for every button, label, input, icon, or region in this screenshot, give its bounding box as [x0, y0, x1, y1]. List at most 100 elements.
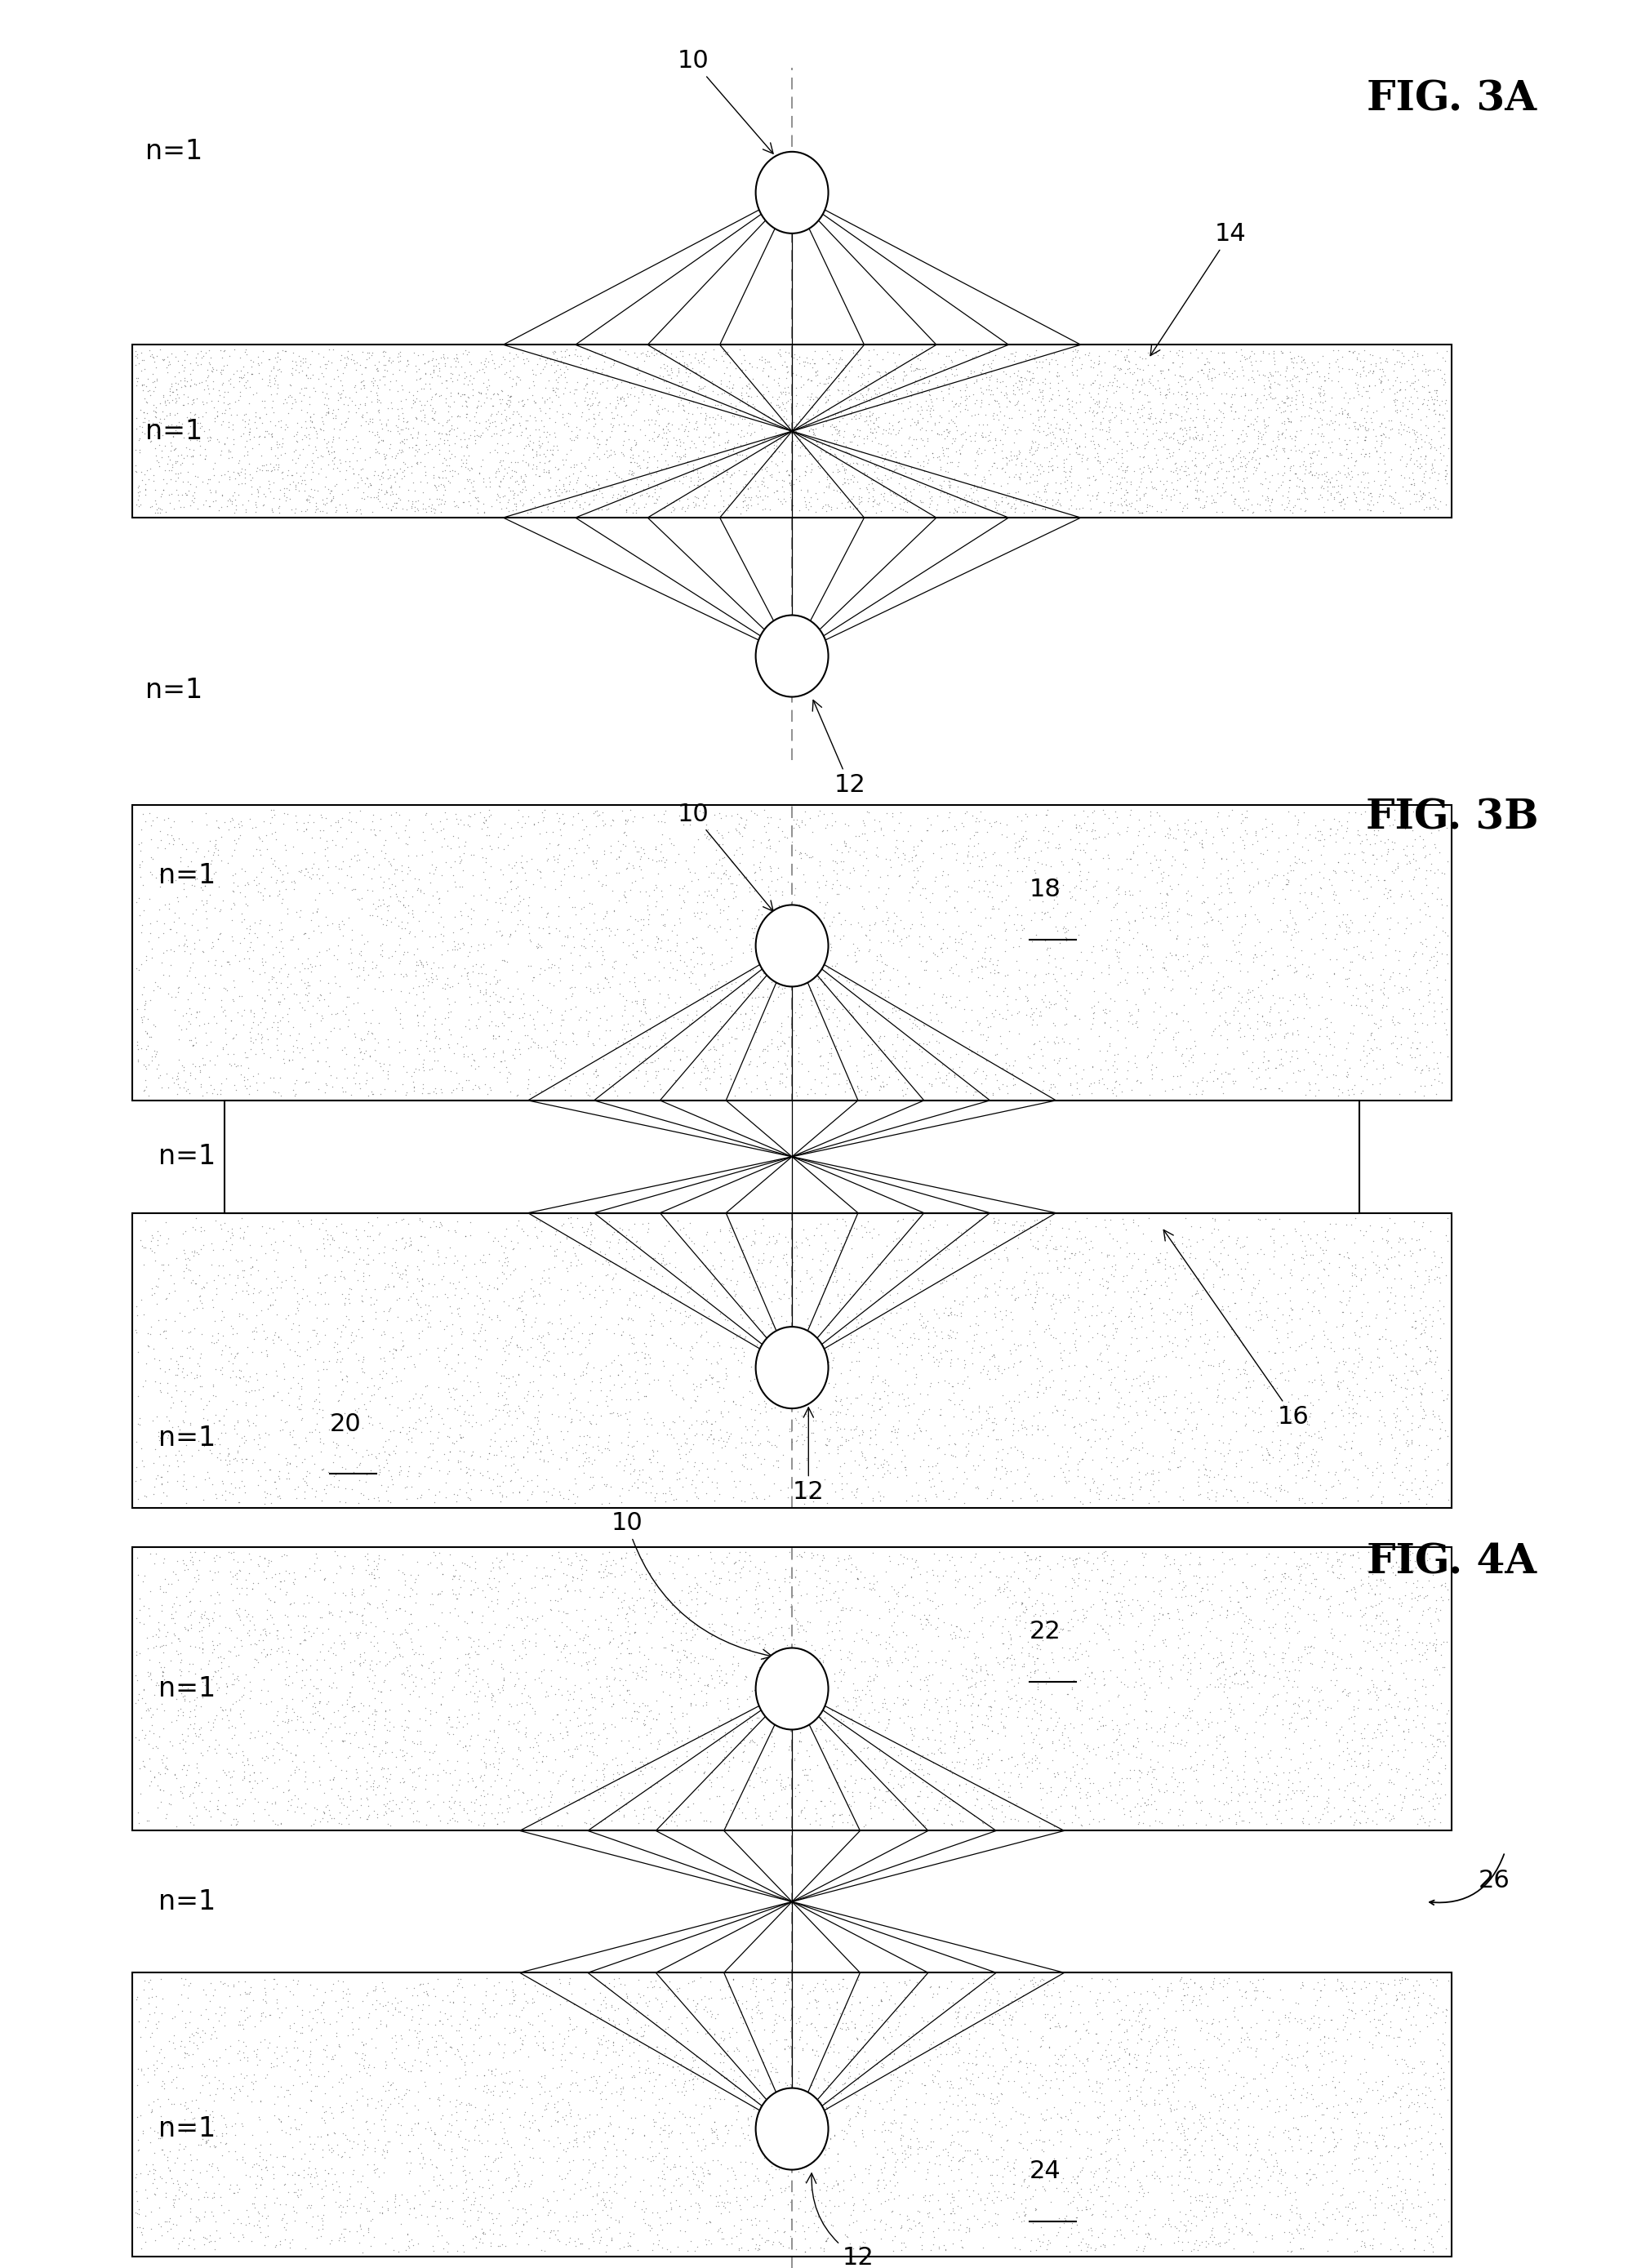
Point	[612, 2136, 639, 2173]
Point	[389, 1322, 416, 1359]
Point	[1249, 465, 1275, 501]
Point	[1274, 1315, 1300, 1352]
Point	[832, 1683, 858, 1719]
Point	[1119, 1458, 1145, 1495]
Point	[833, 1061, 860, 1098]
Point	[1284, 376, 1310, 413]
Point	[1013, 2114, 1040, 2150]
Point	[373, 1583, 399, 1619]
Point	[957, 379, 983, 415]
Point	[937, 1347, 964, 1383]
Point	[607, 488, 634, 524]
Point	[1384, 1753, 1411, 1789]
Point	[328, 406, 355, 442]
Point	[1366, 476, 1393, 513]
Point	[1228, 841, 1254, 878]
Point	[424, 1576, 450, 1613]
Point	[465, 374, 492, 411]
Point	[642, 959, 668, 996]
Point	[1114, 433, 1140, 469]
Point	[960, 1284, 987, 1320]
Point	[644, 882, 670, 919]
Point	[952, 2000, 978, 2037]
Point	[619, 445, 645, 481]
Point	[1135, 347, 1162, 383]
Point	[155, 826, 182, 862]
Point	[1016, 1039, 1043, 1075]
Point	[549, 345, 576, 381]
Point	[861, 411, 888, 447]
Point	[825, 1971, 851, 2007]
Point	[490, 1803, 516, 1839]
Point	[254, 1740, 280, 1776]
Point	[520, 866, 546, 903]
Point	[454, 445, 480, 481]
Point	[1145, 1359, 1171, 1395]
Point	[541, 2087, 568, 2123]
Point	[1266, 2005, 1292, 2041]
Point	[1318, 1005, 1345, 1041]
Point	[733, 2077, 759, 2114]
Point	[759, 1982, 785, 2019]
Point	[160, 2186, 186, 2223]
Point	[1168, 1340, 1195, 1377]
Point	[503, 1599, 530, 1635]
Point	[599, 1574, 625, 1610]
Point	[412, 1331, 439, 1368]
Point	[1302, 1077, 1328, 1114]
Point	[1064, 2159, 1091, 2195]
Point	[950, 1343, 977, 1379]
Point	[493, 1050, 520, 1086]
Point	[632, 1594, 658, 1631]
Point	[924, 953, 950, 989]
Point	[223, 1683, 249, 1719]
Point	[993, 408, 1020, 445]
Point	[276, 1454, 302, 1490]
Point	[642, 2105, 668, 2141]
Point	[1176, 1751, 1203, 1787]
Point	[427, 812, 454, 848]
Point	[898, 449, 924, 485]
Point	[546, 1592, 573, 1628]
Point	[243, 494, 269, 531]
Point	[1033, 417, 1059, 454]
Point	[1000, 2166, 1026, 2202]
Point	[130, 395, 157, 431]
Point	[294, 1458, 320, 1495]
Point	[574, 1608, 601, 1644]
Point	[863, 889, 889, 925]
Point	[546, 1617, 573, 1653]
Point	[647, 835, 673, 871]
Point	[535, 1721, 561, 1758]
Point	[1261, 340, 1287, 376]
Point	[549, 467, 576, 503]
Point	[325, 2168, 351, 2204]
Point	[175, 1599, 201, 1635]
Point	[241, 2032, 267, 2068]
Point	[234, 1300, 261, 1336]
Point	[843, 1681, 870, 1717]
Point	[1242, 1728, 1269, 1765]
Point	[446, 1558, 472, 1594]
Point	[691, 433, 718, 469]
Point	[1313, 1374, 1340, 1411]
Point	[1183, 472, 1209, 508]
Point	[1371, 975, 1398, 1012]
Point	[998, 1302, 1025, 1338]
Point	[1086, 474, 1112, 510]
Point	[587, 1486, 614, 1522]
Point	[780, 465, 807, 501]
Point	[264, 1479, 290, 1515]
Point	[419, 2019, 446, 2055]
Point	[1383, 1545, 1409, 1581]
Point	[688, 2150, 714, 2186]
Point	[1031, 1996, 1058, 2032]
Point	[218, 361, 244, 397]
Point	[365, 1216, 391, 1252]
Point	[1431, 411, 1457, 447]
Point	[733, 488, 759, 524]
Point	[1358, 982, 1384, 1018]
Point	[1186, 490, 1213, 526]
Point	[1384, 1043, 1411, 1080]
Point	[790, 1422, 817, 1458]
